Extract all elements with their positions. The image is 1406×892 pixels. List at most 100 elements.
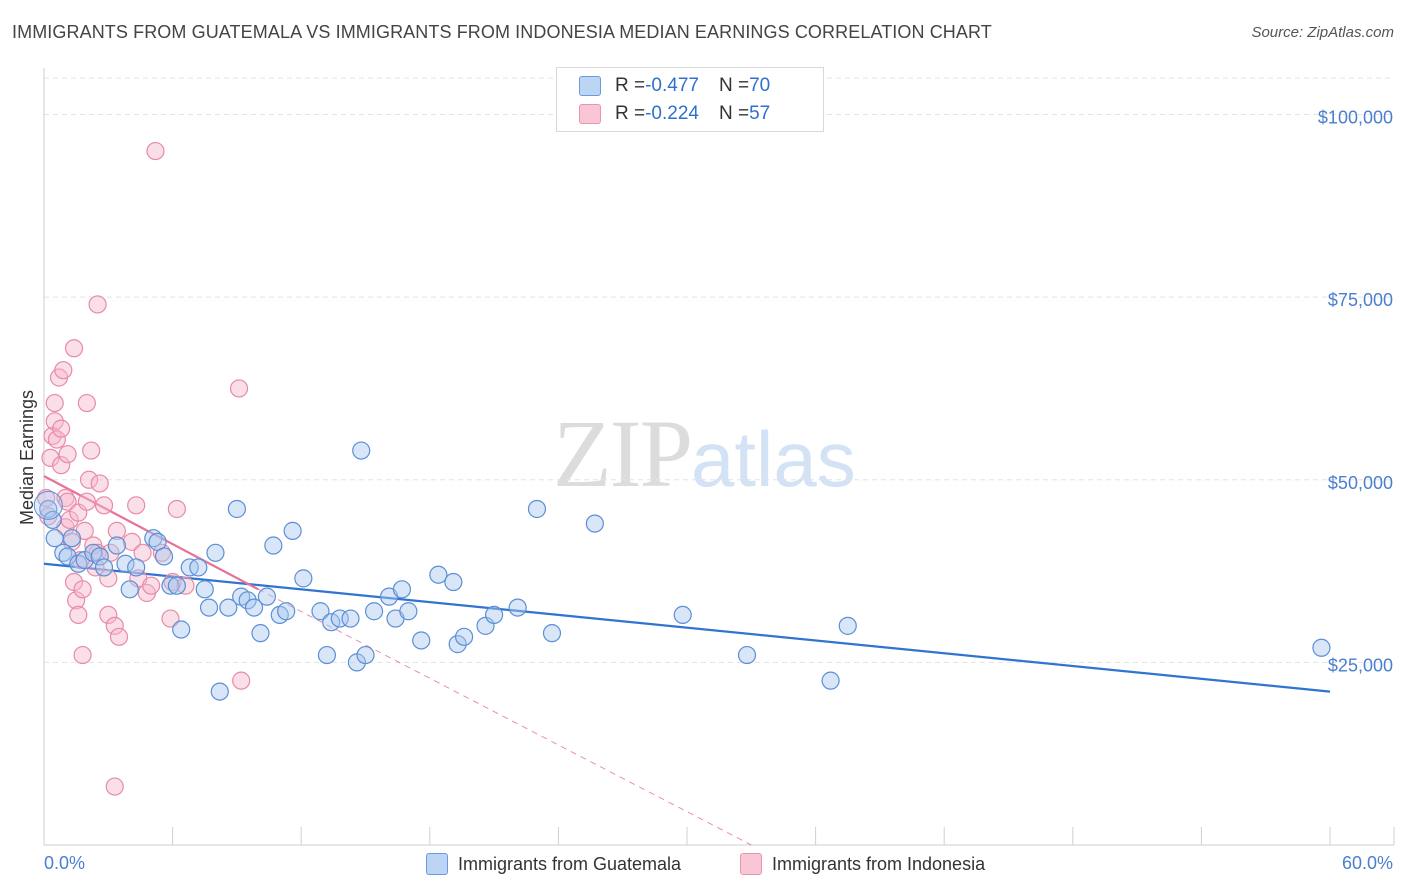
legend-r-label: R =	[615, 75, 646, 96]
indonesia-point	[105, 616, 124, 635]
guatemala-point	[127, 558, 146, 577]
guatemala-point	[821, 671, 840, 690]
guatemala-point	[392, 580, 412, 599]
guatemala-point	[485, 605, 504, 625]
grid-lines	[44, 77, 1394, 663]
indonesia-point	[52, 419, 71, 438]
legend-n-label: N =	[718, 103, 750, 124]
indonesia-point	[105, 777, 124, 796]
legend-n-value: 57	[749, 103, 771, 124]
guatemala-point	[429, 565, 448, 584]
guatemala-point	[399, 602, 418, 621]
guatemala-point	[219, 598, 238, 617]
indonesia-point	[54, 361, 73, 380]
axis-labels: $25,000 $50,000 $75,000 $100,000 0.0% 60.0% Me…	[17, 108, 1393, 873]
indonesia-point	[82, 441, 101, 460]
guatemala-point	[283, 521, 302, 540]
guatemala-point	[257, 587, 277, 606]
guatemala-point	[120, 580, 139, 599]
guatemala-point	[311, 602, 330, 621]
indonesia-point	[90, 474, 109, 493]
guatemala-point	[206, 543, 225, 562]
indonesia-point	[47, 430, 66, 449]
indonesia-point	[127, 496, 146, 515]
guatemala-point	[43, 510, 62, 530]
indonesia-point	[52, 456, 71, 475]
guatemala-point	[189, 558, 208, 577]
indonesia-point	[161, 609, 180, 628]
indonesia-point	[45, 412, 64, 431]
indonesia-point	[58, 445, 77, 464]
guatemala-point	[673, 605, 692, 625]
indonesia-point	[99, 569, 118, 588]
indonesia-trend-line	[43, 475, 259, 591]
indonesia-point	[142, 576, 161, 595]
indonesia-legend-swatch	[740, 853, 762, 875]
indonesia-point	[73, 645, 92, 665]
guatemala-point	[352, 441, 371, 460]
y-tick-label: $100,000	[1318, 108, 1393, 128]
guatemala-point	[508, 598, 527, 617]
indonesia-point	[64, 339, 84, 358]
guatemala-point	[154, 547, 174, 566]
watermark-zip: ZIP	[553, 400, 693, 507]
guatemala-point	[195, 580, 214, 599]
axes	[43, 68, 1395, 846]
guatemala-point	[199, 598, 219, 617]
legend-n-value: 70	[749, 75, 771, 96]
chart-title: IMMIGRANTS FROM GUATEMALA VS IMMIGRANTS …	[12, 22, 992, 42]
guatemala-swatch	[579, 76, 601, 96]
legend-series-name: Immigrants from Guatemala	[458, 853, 682, 874]
guatemala-point	[264, 536, 283, 555]
legend-n-label: N =	[718, 75, 750, 96]
indonesia-point	[88, 295, 107, 314]
legend-row-indonesia: R = -0.224 N = 57	[579, 102, 770, 126]
indonesia-point	[109, 627, 129, 646]
indonesia-point	[167, 499, 186, 519]
guatemala-point	[294, 569, 313, 588]
guatemala-point	[838, 616, 857, 635]
trend-lines	[43, 475, 1331, 846]
guatemala-point	[238, 591, 257, 610]
data-points	[33, 141, 1331, 796]
guatemala-point	[251, 624, 270, 643]
watermark-atlas: atlas	[691, 415, 856, 503]
guatemala-point	[585, 514, 604, 533]
legend-r-label: R =	[615, 103, 646, 124]
legend-r-value: -0.477	[645, 75, 699, 96]
indonesia-point	[73, 580, 92, 599]
x-tick-label: 60.0%	[1342, 853, 1393, 873]
guatemala-point	[341, 609, 360, 628]
guatemala-point	[330, 609, 349, 628]
guatemala-point	[172, 620, 191, 639]
y-tick-label: $75,000	[1328, 290, 1393, 310]
guatemala-point	[90, 547, 109, 566]
guatemala-point	[364, 602, 384, 621]
guatemala-point	[356, 645, 375, 665]
guatemala-point	[161, 576, 180, 595]
indonesia-point	[94, 496, 114, 515]
guatemala-point	[210, 682, 229, 701]
indonesia-point	[58, 492, 77, 511]
indonesia-swatch	[579, 104, 601, 124]
indonesia-point	[77, 492, 96, 511]
indonesia-point	[41, 448, 60, 467]
guatemala-legend-swatch	[426, 853, 448, 875]
guatemala-point	[527, 499, 547, 519]
guatemala-point	[62, 529, 81, 548]
indonesia-point	[232, 671, 251, 690]
guatemala-trend-line	[43, 562, 1331, 693]
indonesia-point	[45, 393, 64, 413]
indonesia-point	[69, 605, 88, 625]
guatemala-point	[454, 627, 474, 646]
legend-item-guatemala: Immigrants from Guatemala	[426, 852, 681, 876]
y-tick-label: $50,000	[1328, 473, 1393, 493]
indonesia-point	[37, 488, 56, 508]
guatemala-point	[444, 572, 463, 592]
y-tick-label: $25,000	[1328, 655, 1393, 675]
watermark: ZIPatlas	[553, 398, 856, 509]
x-tick-label: 0.0%	[44, 853, 85, 873]
guatemala-point	[107, 536, 126, 555]
guatemala-point	[94, 558, 114, 577]
